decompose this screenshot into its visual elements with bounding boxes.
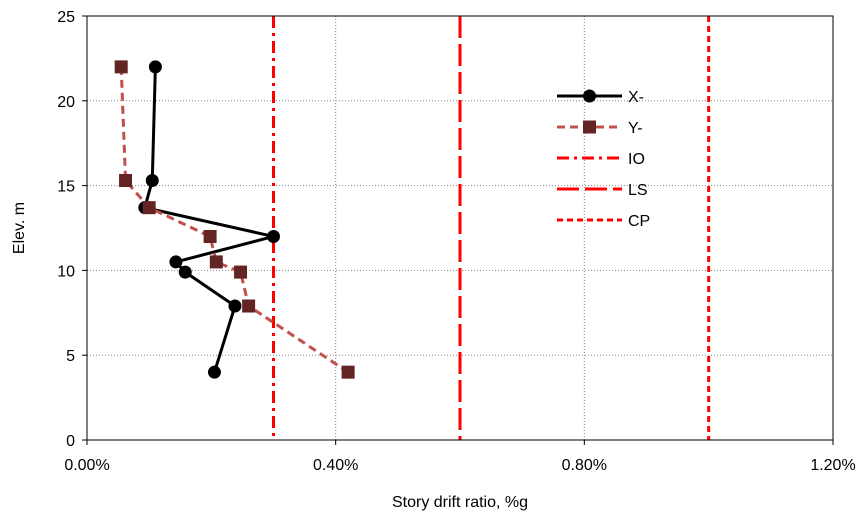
y-tick-label: 5 (66, 348, 75, 365)
legend: X- Y- IO LS CP (557, 89, 650, 230)
data-point-y (203, 229, 217, 243)
y-axis-ticks: 0 5 10 15 20 25 (57, 9, 87, 450)
data-point-x (145, 174, 159, 188)
plot-area-frame (86, 15, 834, 441)
legend-label: LS (628, 182, 648, 199)
x-tick-label: 0.00% (64, 457, 109, 474)
x-axis-label: Story drift ratio, %g (392, 494, 528, 511)
y-tick-label: 10 (57, 263, 75, 280)
y-tick-label: 15 (57, 179, 75, 196)
data-point-x (267, 229, 280, 243)
legend-marker-square (583, 120, 596, 134)
data-point-y (341, 365, 355, 379)
y-tick-label: 20 (57, 94, 75, 111)
data-point-y (234, 265, 248, 279)
y-tick-label: 25 (57, 9, 75, 26)
data-series (114, 60, 355, 379)
data-point-x (228, 299, 242, 313)
x-axis-ticks: 0.00% 0.40% 0.80% 1.20% (64, 440, 856, 474)
data-point-y (114, 60, 128, 74)
data-point-y (119, 174, 133, 188)
x-tick-label: 0.40% (313, 457, 358, 474)
x-tick-label: 1.20% (810, 457, 855, 474)
legend-label: Y- (628, 120, 643, 137)
x-tick-label: 0.80% (562, 457, 607, 474)
legend-marker-circle (583, 89, 596, 103)
data-point-x (169, 255, 183, 269)
data-point-x (148, 60, 162, 74)
y-tick-label: 0 (66, 433, 75, 450)
data-point-y (242, 299, 256, 313)
data-point-y (142, 201, 156, 215)
y-axis-label: Elev. m (11, 202, 28, 254)
data-point-y (209, 255, 223, 269)
series-line-x (143, 66, 275, 373)
data-point-x (207, 365, 221, 379)
legend-label: CP (628, 213, 650, 230)
data-point-x (178, 265, 192, 279)
legend-label: IO (628, 151, 645, 168)
reference-lines (272, 16, 711, 440)
legend-label: X- (628, 89, 644, 106)
